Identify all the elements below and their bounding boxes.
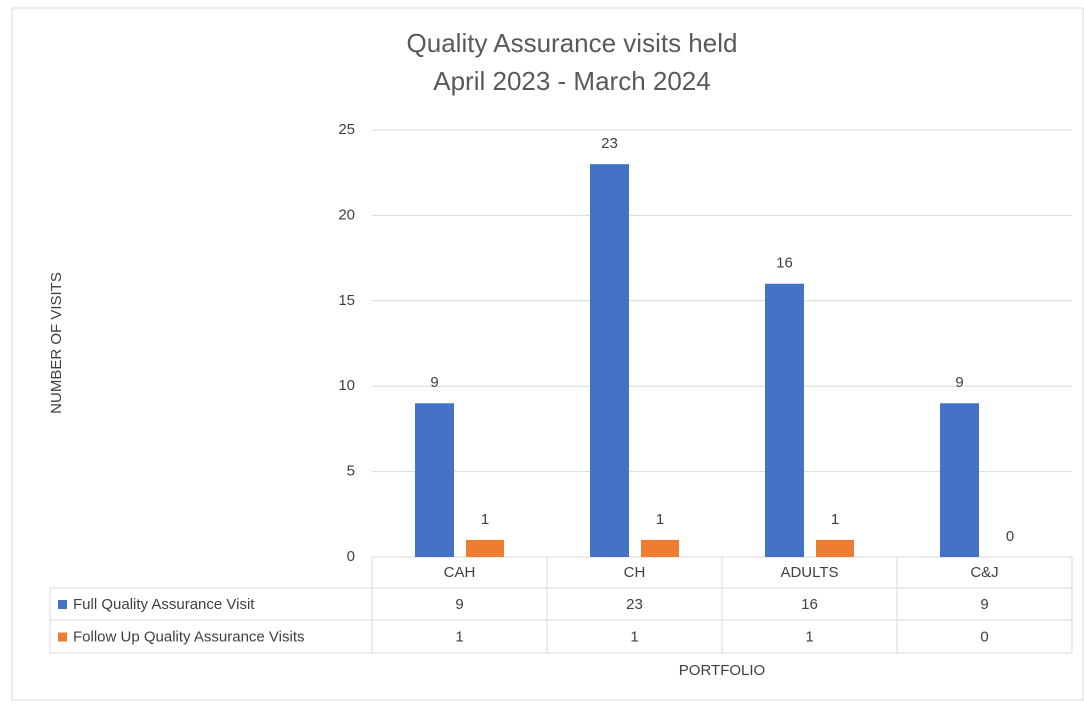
- y-tick-label: 5: [347, 463, 355, 480]
- legend-label: Follow Up Quality Assurance Visits: [73, 628, 304, 645]
- data-label: 16: [776, 255, 793, 272]
- bar: [590, 164, 629, 557]
- data-label: 0: [1006, 528, 1014, 545]
- y-tick-label: 20: [338, 206, 355, 223]
- bar: [940, 403, 979, 557]
- y-tick-label: 0: [347, 548, 355, 565]
- table-value: 9: [455, 596, 463, 613]
- table-value: 1: [805, 628, 813, 645]
- x-tick-label: ADULTS: [780, 564, 838, 581]
- bar: [641, 539, 679, 557]
- x-axis-title: PORTFOLIO: [679, 662, 765, 679]
- x-tick-label: CH: [624, 564, 646, 581]
- legend-label: Full Quality Assurance Visit: [73, 596, 255, 613]
- table-value: 16: [801, 596, 818, 613]
- x-tick-label: C&J: [970, 564, 998, 581]
- chart-subtitle: April 2023 - March 2024: [433, 66, 710, 96]
- data-label: 9: [430, 374, 438, 391]
- table-value: 9: [980, 596, 988, 613]
- bar: [816, 539, 854, 557]
- data-label: 23: [601, 135, 618, 152]
- data-label: 1: [481, 511, 489, 528]
- bar: [765, 283, 804, 557]
- y-tick-label: 25: [338, 121, 355, 138]
- bar: [415, 403, 454, 557]
- table-value: 1: [455, 628, 463, 645]
- table-value: 23: [626, 596, 643, 613]
- data-label: 9: [955, 374, 963, 391]
- legend-key: [58, 632, 67, 642]
- y-axis-title: NUMBER OF VISITS: [48, 272, 65, 414]
- table-value: 0: [980, 628, 988, 645]
- data-label: 1: [831, 511, 839, 528]
- bar: [466, 539, 504, 557]
- legend-key: [58, 600, 67, 609]
- x-tick-label: CAH: [444, 564, 476, 581]
- y-tick-label: 10: [338, 377, 355, 394]
- y-tick-label: 15: [338, 292, 355, 309]
- table-value: 1: [630, 628, 638, 645]
- data-label: 1: [656, 511, 664, 528]
- chart-title: Quality Assurance visits held: [407, 28, 738, 58]
